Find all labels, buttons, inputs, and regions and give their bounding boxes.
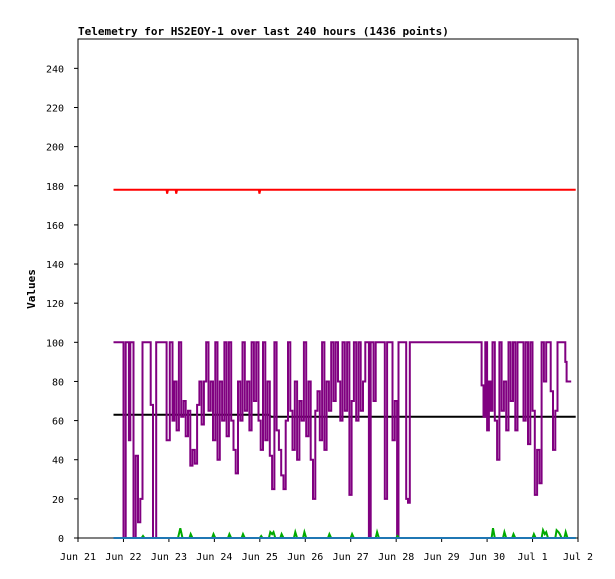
x-tick-label: Jun 25 [242, 552, 278, 563]
y-tick-label: 20 [52, 495, 64, 506]
series-layer [113, 188, 576, 539]
x-tick-label: Jun 21 [60, 552, 96, 563]
y-tick-label: 120 [46, 299, 64, 310]
y-tick-label: 160 [46, 221, 64, 232]
y-tick-label: 180 [46, 182, 64, 193]
y-tick-label: 220 [46, 103, 64, 114]
x-tick-label: Jun 24 [196, 552, 232, 563]
y-axis: 0 20 40 60 80 100 120 140 160 180 200 220 240 [46, 64, 78, 545]
x-tick-label: Jun 28 [378, 552, 414, 563]
y-tick-label: 200 [46, 143, 64, 154]
y-tick-label: 80 [52, 377, 64, 388]
x-tick-label: Jun 30 [469, 552, 505, 563]
y-tick-label: 40 [52, 456, 64, 467]
y-axis-label: Values [25, 269, 38, 309]
x-tick-label: Jul 1 [517, 552, 547, 563]
x-tick-label: Jun 27 [333, 552, 369, 563]
series-line-3 [113, 341, 572, 539]
series-line-4 [113, 526, 576, 539]
y-tick-label: 0 [58, 534, 64, 545]
series-line-1 [113, 188, 576, 194]
x-tick-label: Jun 29 [424, 552, 460, 563]
chart-title: Telemetry for HS2EOY-1 over last 240 hou… [78, 25, 449, 38]
x-axis: Jun 21 Jun 22 Jun 23 Jun 24 Jun 25 Jun 26 Jun … [60, 538, 593, 563]
x-tick-label: Jul 2 [563, 552, 593, 563]
x-tick-label: Jun 23 [151, 552, 187, 563]
y-tick-label: 240 [46, 64, 64, 75]
y-tick-label: 60 [52, 417, 64, 428]
y-tick-label: 100 [46, 338, 64, 349]
x-tick-label: Jun 26 [287, 552, 323, 563]
y-tick-label: 140 [46, 260, 64, 271]
x-tick-label: Jun 22 [105, 552, 141, 563]
